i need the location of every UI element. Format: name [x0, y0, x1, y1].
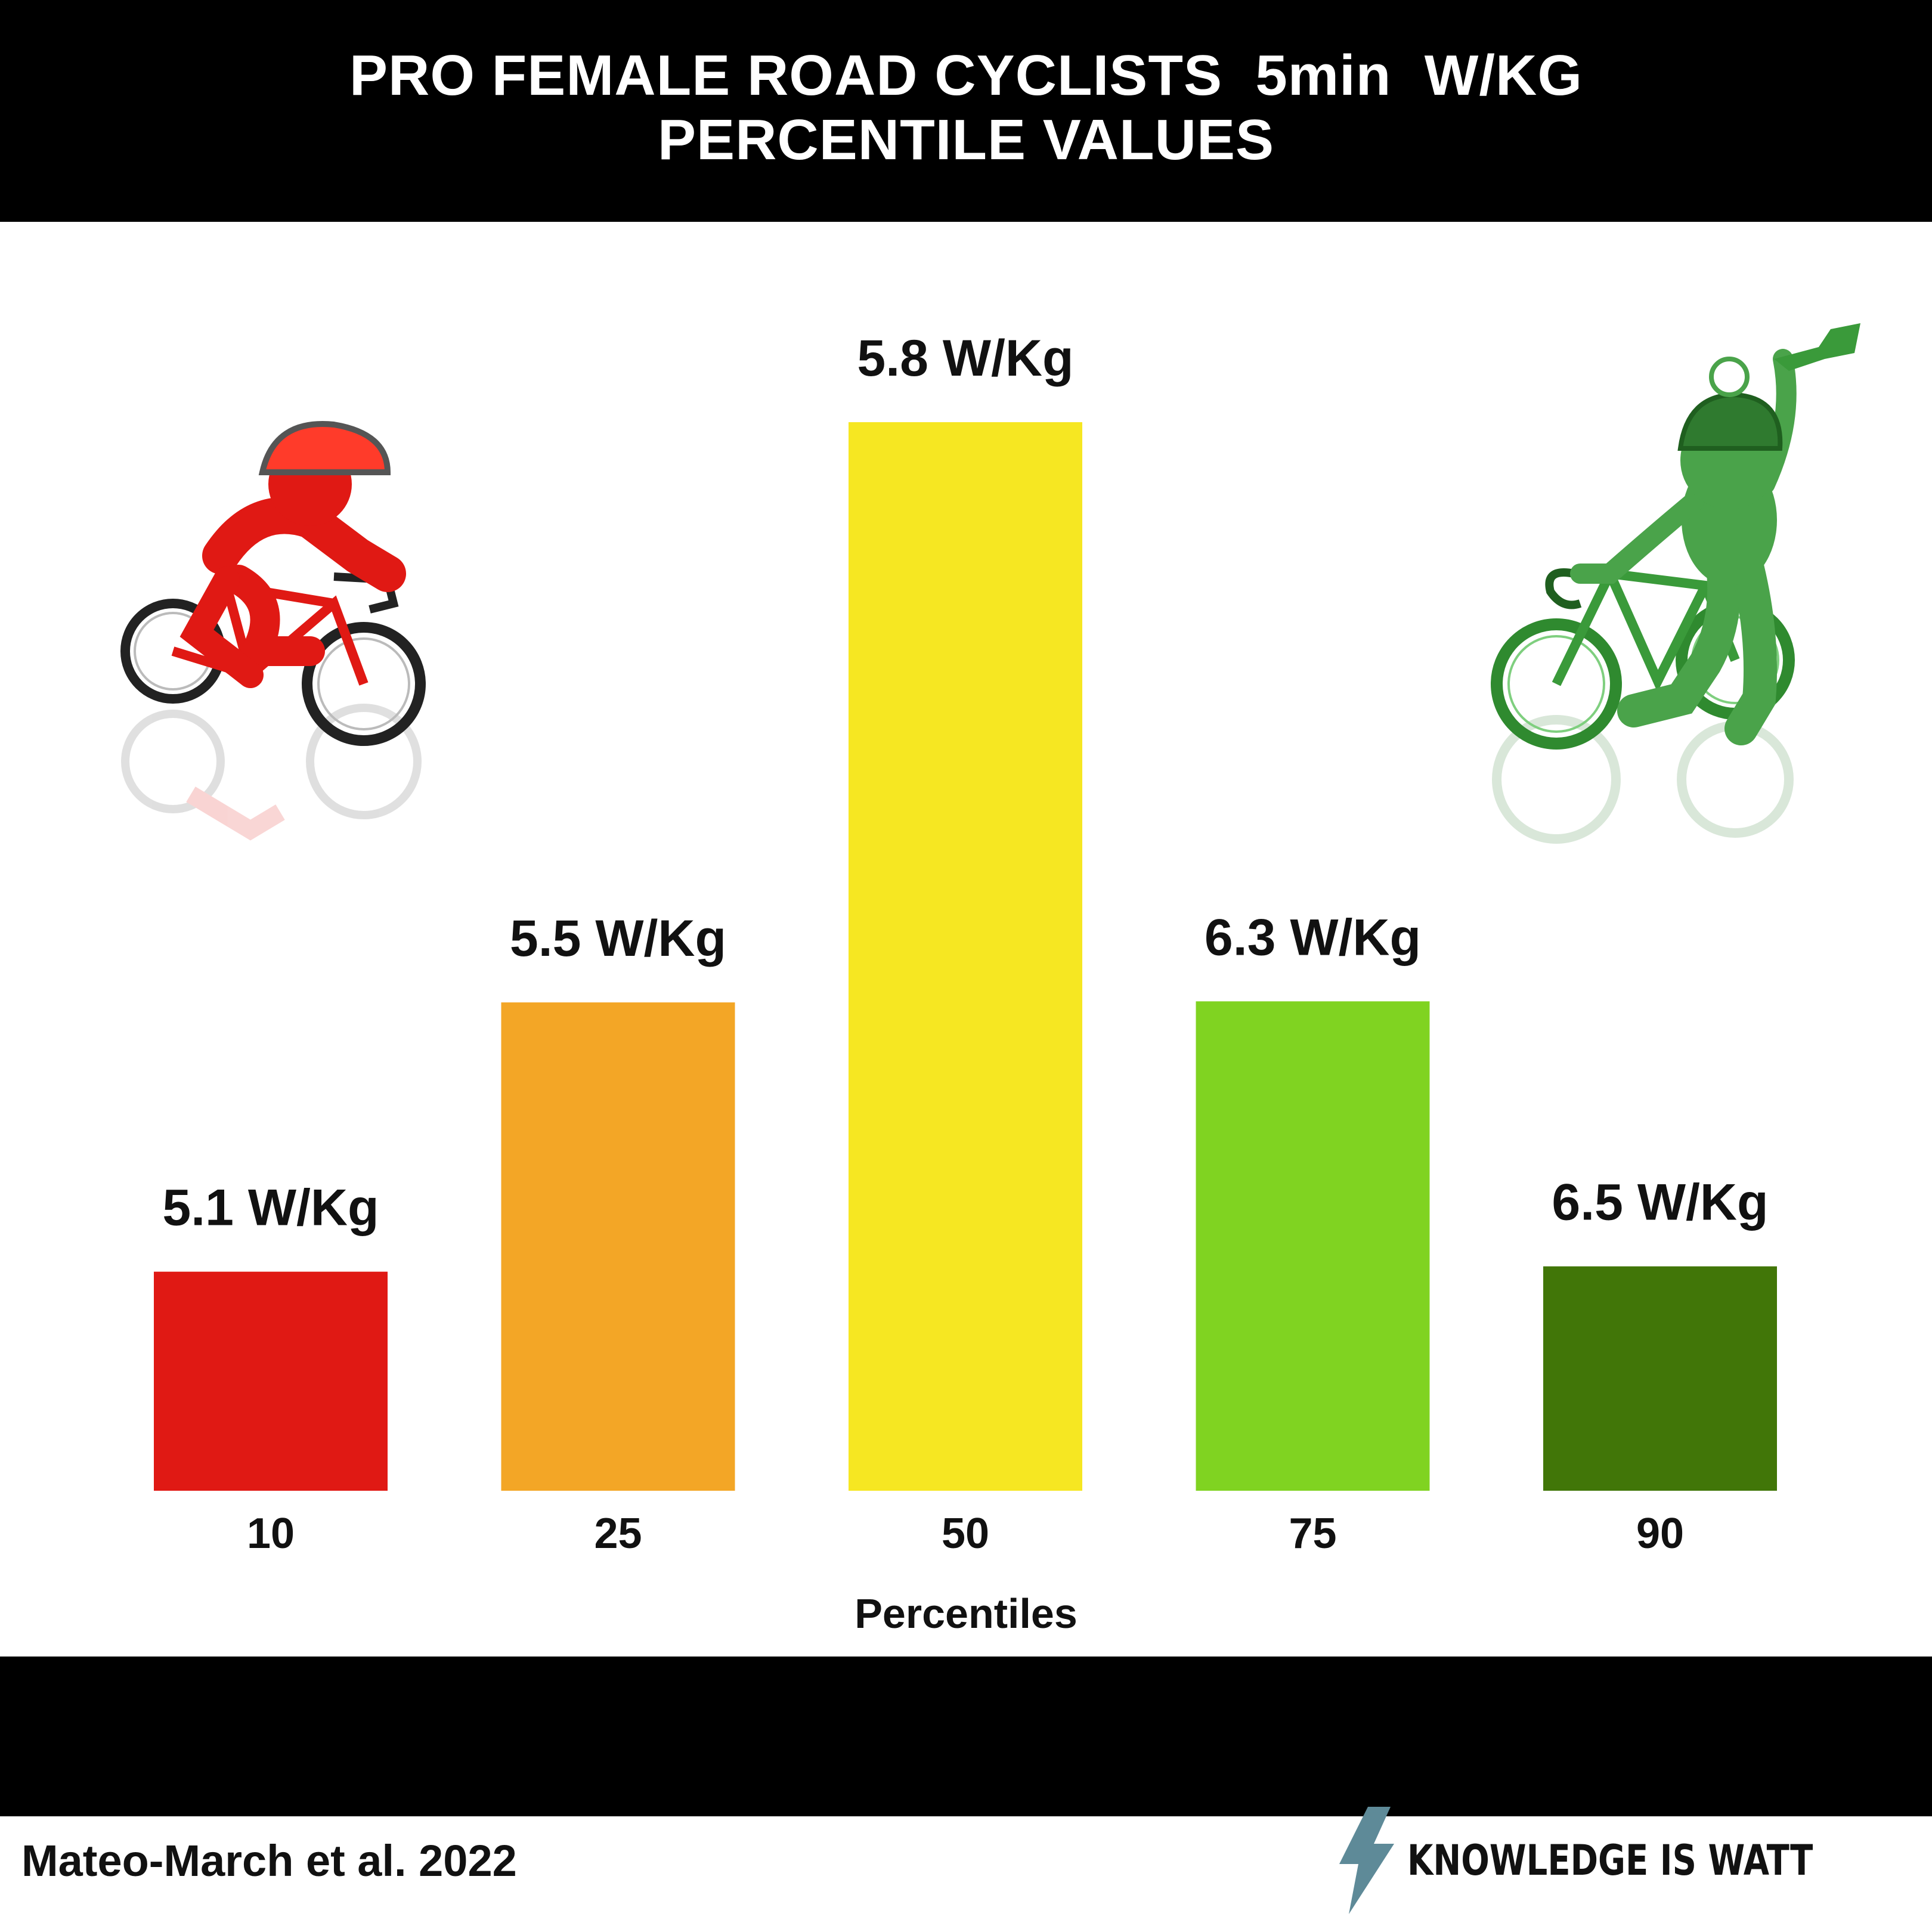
- bar-90: [1543, 1266, 1777, 1491]
- x-tick-label-75: 75: [1289, 1510, 1336, 1558]
- x-tick-label-90: 90: [1636, 1510, 1684, 1558]
- brand-name: KNOWLEDGE IS WATT: [1407, 1836, 1813, 1885]
- x-tick-label-25: 25: [594, 1510, 642, 1558]
- red-cyclist-icon: [120, 421, 426, 841]
- bar-chart: 5.1 W/Kg 5.5 W/Kg 5.8 W/Kg 6.3 W/Kg 6.5 W/Kg…: [120, 323, 1860, 1637]
- x-axis-title: Percentiles: [854, 1590, 1078, 1637]
- bar-25: [501, 1002, 735, 1491]
- value-label-75: 6.3 W/Kg: [1205, 909, 1421, 966]
- value-label-25: 5.5 W/Kg: [510, 910, 726, 967]
- bottom-band: [0, 1657, 1932, 1816]
- brand-logo: KNOWLEDGE IS WATT: [1332, 1801, 1914, 1920]
- bar-75: [1196, 1001, 1430, 1491]
- x-tick-label-50: 50: [942, 1510, 989, 1558]
- green-cyclist-trophy-icon: [1491, 323, 1860, 844]
- bar-50: [849, 422, 1082, 1491]
- value-label-50: 5.8 W/Kg: [857, 330, 1073, 387]
- bar-10: [154, 1271, 388, 1491]
- title-band: PRO FEMALE ROAD CYCLISTS 5min W/KG PERCE…: [0, 0, 1932, 222]
- x-tick-label-10: 10: [247, 1510, 295, 1558]
- value-label-90: 6.5 W/Kg: [1552, 1174, 1768, 1231]
- chart-title-line-1: PRO FEMALE ROAD CYCLISTS 5min W/KG: [349, 44, 1583, 107]
- value-label-10: 5.1 W/Kg: [162, 1179, 379, 1237]
- lightning-bolt-icon: [1339, 1807, 1394, 1914]
- citation-text: Mateo-March et al. 2022: [21, 1836, 517, 1885]
- chart-title-line-2: PERCENTILE VALUES: [658, 108, 1274, 172]
